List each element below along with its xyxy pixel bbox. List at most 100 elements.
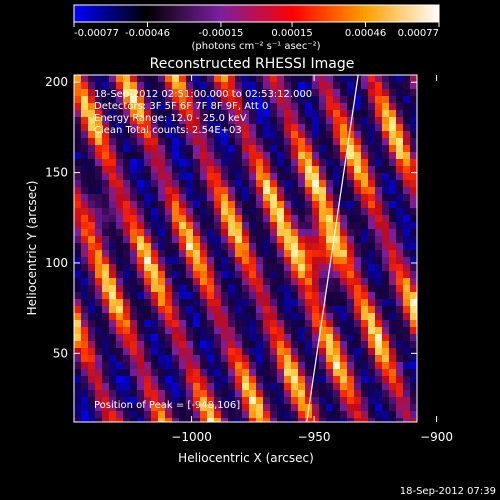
heatmap-cell bbox=[382, 404, 389, 411]
heatmap-cell bbox=[144, 152, 151, 159]
heatmap-cell bbox=[305, 278, 312, 285]
heatmap-cell bbox=[242, 159, 249, 166]
heatmap-cell bbox=[158, 187, 165, 194]
heatmap-cell bbox=[172, 117, 179, 124]
heatmap-cell bbox=[326, 278, 333, 285]
heatmap-cell bbox=[123, 166, 130, 173]
heatmap-cell bbox=[165, 411, 172, 418]
heatmap-cell bbox=[333, 243, 340, 250]
heatmap-cell bbox=[207, 362, 214, 369]
heatmap-cell bbox=[410, 257, 417, 264]
heatmap-cell bbox=[116, 215, 123, 222]
heatmap-cell bbox=[102, 110, 109, 117]
heatmap-cell bbox=[347, 166, 354, 173]
heatmap-cell bbox=[88, 362, 95, 369]
heatmap-cell bbox=[228, 229, 235, 236]
heatmap-cell bbox=[95, 348, 102, 355]
heatmap-cell bbox=[242, 404, 249, 411]
heatmap-cell bbox=[319, 292, 326, 299]
heatmap-cell bbox=[186, 75, 193, 82]
heatmap-cell bbox=[410, 383, 417, 390]
heatmap-cell bbox=[347, 313, 354, 320]
heatmap-cell bbox=[158, 390, 165, 397]
heatmap-cell bbox=[109, 355, 116, 362]
heatmap-cell bbox=[172, 362, 179, 369]
heatmap-cell bbox=[109, 250, 116, 257]
heatmap-cell bbox=[375, 334, 382, 341]
heatmap-cell bbox=[410, 313, 417, 320]
heatmap-cell bbox=[228, 285, 235, 292]
heatmap-cell bbox=[151, 138, 158, 145]
heatmap-cell bbox=[403, 320, 410, 327]
heatmap-cell bbox=[263, 383, 270, 390]
heatmap-cell bbox=[228, 362, 235, 369]
heatmap-cell bbox=[221, 404, 228, 411]
heatmap-cell bbox=[221, 411, 228, 418]
heatmap-cell bbox=[340, 299, 347, 306]
heatmap-cell bbox=[221, 166, 228, 173]
heatmap-cell bbox=[340, 131, 347, 138]
heatmap-cell bbox=[74, 89, 81, 96]
heatmap-cell bbox=[326, 327, 333, 334]
heatmap-cell bbox=[137, 292, 144, 299]
heatmap-cell bbox=[151, 257, 158, 264]
heatmap-cell bbox=[102, 124, 109, 131]
heatmap-cell bbox=[389, 96, 396, 103]
heatmap-cell bbox=[172, 145, 179, 152]
solar-limb-line bbox=[306, 75, 359, 422]
heatmap-cell bbox=[158, 236, 165, 243]
heatmap-cell bbox=[235, 236, 242, 243]
heatmap-cell bbox=[249, 117, 256, 124]
heatmap-cell bbox=[137, 271, 144, 278]
heatmap-cell bbox=[396, 369, 403, 376]
heatmap-cell bbox=[361, 89, 368, 96]
heatmap-cell bbox=[347, 152, 354, 159]
heatmap-cell bbox=[242, 208, 249, 215]
heatmap-cell bbox=[375, 362, 382, 369]
heatmap-cell bbox=[186, 96, 193, 103]
heatmap-cell bbox=[284, 215, 291, 222]
heatmap-cell bbox=[270, 117, 277, 124]
heatmap-cell bbox=[130, 166, 137, 173]
heatmap-cell bbox=[298, 208, 305, 215]
heatmap-cell bbox=[102, 327, 109, 334]
heatmap-cell bbox=[158, 243, 165, 250]
heatmap-cell bbox=[179, 215, 186, 222]
heatmap-cell bbox=[200, 75, 207, 82]
heatmap-cell bbox=[102, 173, 109, 180]
heatmap-cell bbox=[382, 236, 389, 243]
heatmap-cell bbox=[109, 320, 116, 327]
heatmap-cell bbox=[81, 264, 88, 271]
heatmap-cell bbox=[403, 313, 410, 320]
heatmap-cell bbox=[305, 166, 312, 173]
heatmap-cell bbox=[319, 180, 326, 187]
heatmap-cell bbox=[221, 285, 228, 292]
heatmap-cell bbox=[95, 222, 102, 229]
heatmap-cell bbox=[340, 390, 347, 397]
heatmap-cell bbox=[375, 180, 382, 187]
heatmap-cell bbox=[291, 117, 298, 124]
heatmap-cell bbox=[403, 145, 410, 152]
heatmap-cell bbox=[270, 131, 277, 138]
heatmap-cell bbox=[102, 82, 109, 89]
heatmap-cell bbox=[403, 411, 410, 418]
heatmap-cell bbox=[277, 362, 284, 369]
heatmap-cell bbox=[228, 313, 235, 320]
heatmap-cell bbox=[95, 229, 102, 236]
heatmap-cell bbox=[410, 222, 417, 229]
heatmap-cell bbox=[172, 418, 179, 422]
heatmap-cell bbox=[179, 320, 186, 327]
heatmap-cell bbox=[88, 152, 95, 159]
heatmap-cell bbox=[263, 222, 270, 229]
heatmap-cell bbox=[144, 222, 151, 229]
heatmap-cell bbox=[242, 390, 249, 397]
heatmap-cell bbox=[186, 292, 193, 299]
heatmap-cell bbox=[158, 82, 165, 89]
heatmap-cell bbox=[116, 180, 123, 187]
heatmap-cell bbox=[207, 397, 214, 404]
heatmap-cell bbox=[74, 362, 81, 369]
heatmap-cell bbox=[116, 292, 123, 299]
heatmap-cell bbox=[95, 187, 102, 194]
heatmap-cell bbox=[291, 257, 298, 264]
heatmap-cell bbox=[137, 348, 144, 355]
